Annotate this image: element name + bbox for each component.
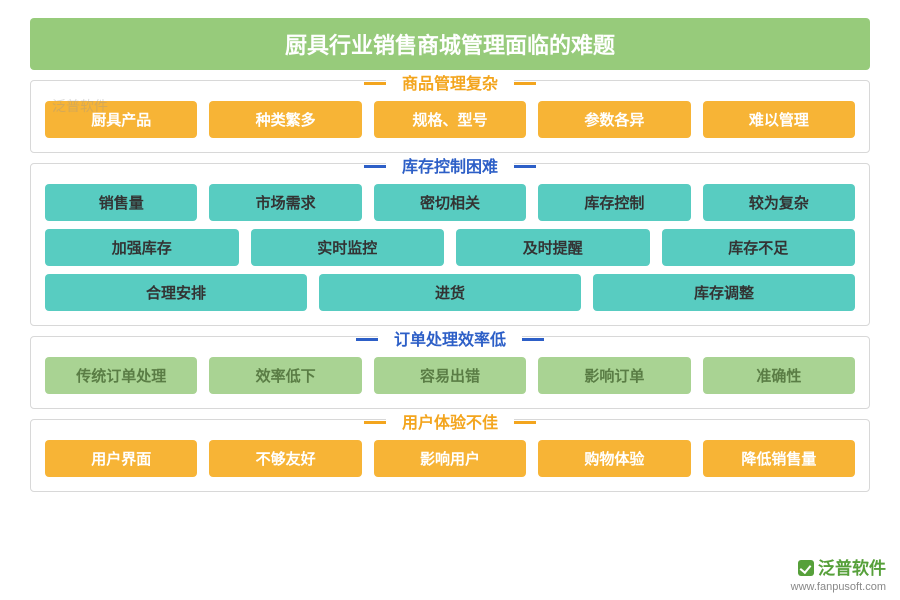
tag-item: 及时提醒 [456, 229, 650, 266]
tag-row: 销售量市场需求密切相关库存控制较为复杂 [45, 184, 855, 221]
tag-item: 合理安排 [45, 274, 307, 311]
brand-name: 泛普软件 [818, 559, 886, 578]
section-title: 订单处理效率低 [378, 326, 522, 350]
tag-row: 加强库存实时监控及时提醒库存不足 [45, 229, 855, 266]
section-title: 用户体验不佳 [386, 409, 514, 433]
tag-item: 销售量 [45, 184, 197, 221]
tag-item: 难以管理 [703, 101, 855, 138]
tag-item: 影响订单 [538, 357, 690, 394]
section: 商品管理复杂厨具产品种类繁多规格、型号参数各异难以管理 [30, 80, 870, 153]
tag-item: 购物体验 [538, 440, 690, 477]
tag-item: 用户界面 [45, 440, 197, 477]
tag-item: 市场需求 [209, 184, 361, 221]
tag-item: 降低销售量 [703, 440, 855, 477]
tag-item: 容易出错 [374, 357, 526, 394]
tag-item: 影响用户 [374, 440, 526, 477]
logo-icon [798, 560, 814, 576]
tag-item: 种类繁多 [209, 101, 361, 138]
main-title: 厨具行业销售商城管理面临的难题 [30, 18, 870, 70]
section: 用户体验不佳用户界面不够友好影响用户购物体验降低销售量 [30, 419, 870, 492]
tag-item: 参数各异 [538, 101, 690, 138]
section-title: 库存控制困难 [386, 153, 514, 177]
tag-item: 传统订单处理 [45, 357, 197, 394]
section: 订单处理效率低传统订单处理效率低下容易出错影响订单准确性 [30, 336, 870, 409]
section: 库存控制困难销售量市场需求密切相关库存控制较为复杂加强库存实时监控及时提醒库存不… [30, 163, 870, 326]
tag-row: 厨具产品种类繁多规格、型号参数各异难以管理 [45, 101, 855, 138]
watermark-top-left: 泛普软件 [52, 96, 108, 116]
tag-item: 较为复杂 [703, 184, 855, 221]
tag-item: 效率低下 [209, 357, 361, 394]
tag-item: 库存调整 [593, 274, 855, 311]
tag-item: 密切相关 [374, 184, 526, 221]
tag-item: 库存不足 [662, 229, 856, 266]
tag-item: 库存控制 [538, 184, 690, 221]
brand-url: www.fanpusoft.com [791, 580, 886, 594]
section-title: 商品管理复杂 [386, 70, 514, 94]
tag-item: 进货 [319, 274, 581, 311]
tag-item: 规格、型号 [374, 101, 526, 138]
tag-item: 不够友好 [209, 440, 361, 477]
tag-item: 加强库存 [45, 229, 239, 266]
tag-row: 传统订单处理效率低下容易出错影响订单准确性 [45, 357, 855, 394]
tag-item: 准确性 [703, 357, 855, 394]
tag-row: 用户界面不够友好影响用户购物体验降低销售量 [45, 440, 855, 477]
tag-item: 实时监控 [251, 229, 445, 266]
tag-row: 合理安排进货库存调整 [45, 274, 855, 311]
sections-container: 商品管理复杂厨具产品种类繁多规格、型号参数各异难以管理库存控制困难销售量市场需求… [30, 80, 870, 492]
watermark-bottom-right: 泛普软件 www.fanpusoft.com [791, 558, 886, 594]
